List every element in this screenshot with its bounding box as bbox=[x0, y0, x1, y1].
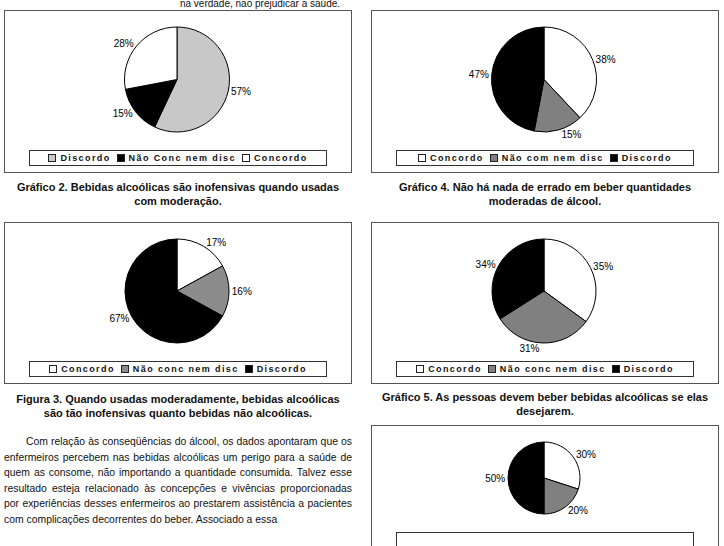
html-text:Gráfico 5. As pessoas devem be: Gráfico 5. As pessoas devem beber bebida… bbox=[382, 391, 708, 417]
svg-text:16%: 16% bbox=[232, 286, 252, 297]
html-text:Gráfico 4. Não há nada de erra: Gráfico 4. Não há nada de errado em bebe… bbox=[398, 181, 692, 207]
svg-text:38%: 38% bbox=[596, 54, 616, 65]
html-text:Não conc nem disc: Não conc nem disc bbox=[499, 364, 606, 374]
html-text:Concordo: Concordo bbox=[253, 153, 308, 163]
html-text:Com relação às conseqüências d: Com relação às conseqüências do álcool, … bbox=[4, 436, 352, 525]
svg-text:67%: 67% bbox=[109, 313, 129, 324]
html-text:Não conc nem disc: Não conc nem disc bbox=[132, 364, 239, 374]
svg-text:31%: 31% bbox=[519, 343, 539, 354]
svg-text:30%: 30% bbox=[576, 449, 596, 460]
html-text:Discordo: Discordo bbox=[623, 364, 674, 374]
svg-text:15%: 15% bbox=[113, 108, 133, 119]
html-text:Concordo: Concordo bbox=[61, 364, 115, 374]
html-text:Discordo: Discordo bbox=[621, 153, 672, 163]
svg-text:35%: 35% bbox=[593, 261, 613, 272]
svg-text:15%: 15% bbox=[561, 129, 581, 140]
svg-text:20%: 20% bbox=[568, 505, 588, 516]
html-text:Discordo: Discordo bbox=[256, 364, 307, 374]
html-text:Não com nem disc: Não com nem disc bbox=[501, 153, 604, 163]
html-text:Gráfico 2. Bebidas alcoólicas: Gráfico 2. Bebidas alcoólicas são inofen… bbox=[16, 181, 340, 207]
svg-text:57%: 57% bbox=[231, 86, 251, 97]
html-text:Não Conc nem disc: Não Conc nem disc bbox=[128, 153, 236, 163]
svg-text:28%: 28% bbox=[114, 38, 134, 49]
svg-text:34%: 34% bbox=[476, 259, 496, 270]
html-text:Discordo: Discordo bbox=[60, 153, 111, 163]
html-text:Figura 3. Quando usadas modera: Figura 3. Quando usadas moderadamente, b… bbox=[16, 393, 340, 419]
html-text:Concordo: Concordo bbox=[428, 364, 482, 374]
svg-text:47%: 47% bbox=[469, 69, 489, 80]
svg-text:17%: 17% bbox=[206, 237, 226, 248]
svg-text:50%: 50% bbox=[485, 473, 505, 484]
html-text:Concordo: Concordo bbox=[430, 153, 484, 163]
